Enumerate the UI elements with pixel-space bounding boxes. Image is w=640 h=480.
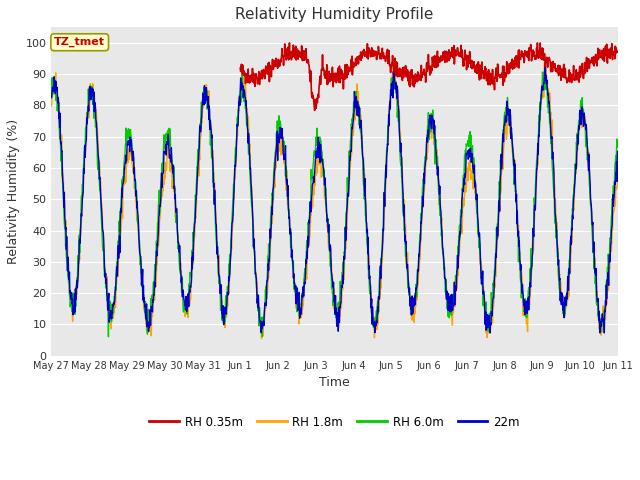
RH 1.8m <box>547 121 555 127</box>
RH 6.0m <box>237 99 245 105</box>
RH 1.8m <box>47 103 55 108</box>
RH 6.0m <box>614 144 621 149</box>
22m <box>547 136 555 142</box>
Text: TZ_tmet: TZ_tmet <box>54 37 105 48</box>
RH 6.0m <box>424 133 431 139</box>
Title: Relativity Humidity Profile: Relativity Humidity Profile <box>236 7 434 22</box>
RH 1.8m <box>423 156 431 162</box>
22m <box>422 142 430 148</box>
RH 1.8m <box>160 177 168 183</box>
RH 6.0m <box>390 61 398 67</box>
X-axis label: Time: Time <box>319 376 350 389</box>
RH 6.0m <box>104 334 112 340</box>
22m <box>497 171 504 177</box>
22m <box>173 226 181 231</box>
22m <box>541 59 549 65</box>
Legend: RH 0.35m, RH 1.8m, RH 6.0m, 22m: RH 0.35m, RH 1.8m, RH 6.0m, 22m <box>145 411 524 433</box>
RH 6.0m <box>160 132 168 138</box>
22m <box>47 95 55 100</box>
RH 1.8m <box>614 175 621 180</box>
RH 1.8m <box>237 93 244 99</box>
22m <box>614 148 621 154</box>
Line: 22m: 22m <box>51 62 618 333</box>
22m <box>160 168 168 173</box>
RH 1.8m <box>541 60 548 65</box>
RH 0.35m <box>422 61 430 67</box>
RH 0.35m <box>547 61 554 67</box>
RH 0.35m <box>614 49 621 55</box>
Line: RH 0.35m: RH 0.35m <box>240 43 618 110</box>
22m <box>237 75 244 81</box>
Line: RH 1.8m: RH 1.8m <box>51 62 618 338</box>
RH 6.0m <box>547 138 555 144</box>
RH 6.0m <box>174 236 182 241</box>
Line: RH 6.0m: RH 6.0m <box>51 64 618 337</box>
RH 1.8m <box>258 336 266 341</box>
RH 6.0m <box>47 95 55 101</box>
RH 6.0m <box>497 160 505 166</box>
RH 1.8m <box>497 189 504 195</box>
Y-axis label: Relativity Humidity (%): Relativity Humidity (%) <box>7 119 20 264</box>
22m <box>486 330 494 336</box>
RH 1.8m <box>173 227 181 233</box>
RH 0.35m <box>237 69 244 74</box>
RH 0.35m <box>497 74 504 80</box>
